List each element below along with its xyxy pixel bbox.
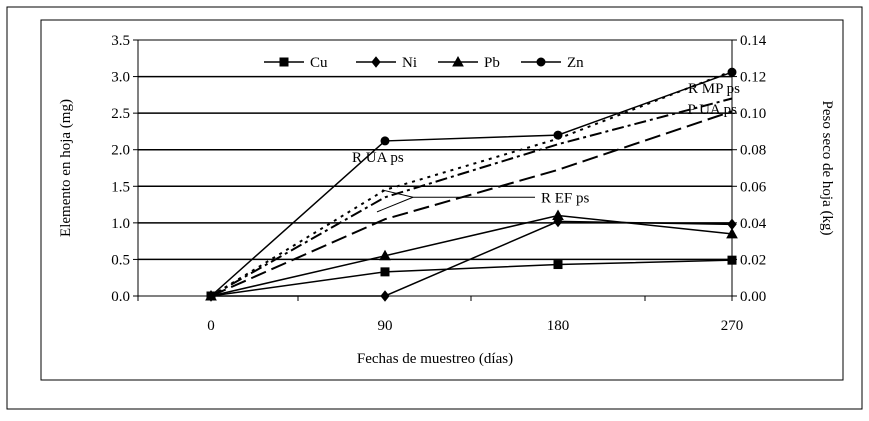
y2-tick-label: 0.04 [740,216,767,232]
legend-background [252,48,586,74]
y-tick-label: 3.0 [111,70,130,86]
legend-label-ni: Ni [402,55,417,71]
annotations: R MP ps P UA ps R UA ps R EF ps [352,81,740,213]
legend-label-pb: Pb [484,55,500,71]
y2-tick-label: 0.10 [740,106,766,122]
y-tick-label: 2.0 [111,143,130,159]
y2-tick-label: 0.12 [740,70,766,86]
y-tick-label: 3.5 [111,33,130,49]
annotation-leader [376,196,414,213]
y-axis-title: Elemento en hoja (mg) [58,99,74,237]
series-line-zn [210,71,733,297]
x-axis-title: Fechas de muestreo (días) [357,351,513,367]
y-tick-label: 2.5 [111,106,130,122]
plot-area [137,39,733,297]
legend-marker-pb [452,55,464,67]
point-pb [379,249,391,261]
legend-label-zn: Zn [567,55,584,71]
legend-marker-ni [371,56,381,68]
weight-line-r-ua-ps [210,97,733,297]
legend-marker-cu [279,57,289,67]
x-tick-label: 90 [378,318,393,334]
point-zn [206,291,216,301]
annotation-r-ef-ps: R EF ps [541,190,590,206]
series-line-pb [210,214,733,297]
y-tick-label: 0.0 [111,289,130,305]
legend: Cu Ni Pb Zn [252,48,586,74]
annotation-r-ua-ps: R UA ps [352,150,404,166]
x-tick-label: 180 [547,318,570,334]
y2-tick-label: 0.14 [740,33,767,49]
annotation-p-ua-ps: P UA ps [688,102,738,118]
dry-weight-lines [210,70,733,297]
series-line-ni [211,220,733,297]
y2-tick-label: 0.00 [740,289,766,305]
chart-area-border [40,19,844,381]
y-tick-label: 0.5 [111,252,130,268]
y-tick-label: 1.0 [111,216,130,232]
legend-label-cu: Cu [310,55,328,71]
series-line-cu [210,259,733,297]
y-tick-label: 1.5 [111,179,130,195]
y2-tick-label: 0.06 [740,179,767,195]
point-cu [380,267,390,277]
point-zn [727,67,737,77]
y2-tick-label: 0.02 [740,252,766,268]
point-pb [552,209,564,221]
point-cu [553,260,563,270]
x-tick-label: 270 [721,318,744,334]
axes: 0.0 0.5 1.0 1.5 2.0 2.5 3.0 3.5 0.00 0.02 0.04 0.06… [58,33,835,367]
point-zn [553,130,563,140]
grid-lines [138,75,732,261]
annotation-r-mp-ps: R MP ps [688,81,740,97]
point-ni [380,290,390,302]
y2-tick-label: 0.08 [740,143,766,159]
point-zn [380,136,390,146]
annotation-leader [381,189,414,198]
element-series [205,67,738,302]
point-cu [727,255,737,265]
point-pb [726,227,738,239]
y2-axis-title: Peso seco de hoja (kg) [819,101,835,236]
legend-marker-zn [536,57,546,67]
x-tick-label: 0 [207,318,215,334]
weight-line-r-ef-ps [210,110,733,297]
